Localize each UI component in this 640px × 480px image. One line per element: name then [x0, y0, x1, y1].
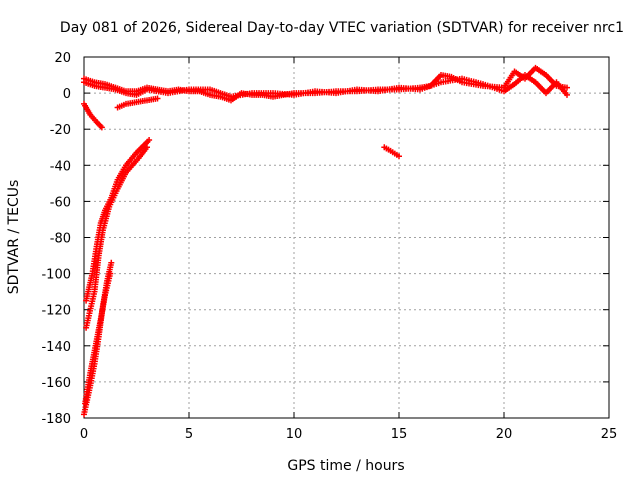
x-tick-label: 25: [601, 427, 618, 442]
data-point: [108, 259, 115, 266]
data-point: [396, 153, 402, 160]
y-tick-label: -40: [50, 159, 71, 174]
y-tick-label: -20: [50, 123, 71, 138]
data-point: [564, 91, 570, 98]
data-point: [98, 124, 105, 131]
x-tick-label: 5: [185, 427, 193, 442]
data-point: [146, 137, 153, 144]
y-tick-label: 20: [54, 51, 71, 66]
data-point: [107, 270, 114, 277]
y-tick-label: -160: [41, 376, 71, 391]
y-tick-label: -120: [41, 304, 71, 319]
y-tick-label: -60: [50, 195, 71, 210]
data-point: [154, 95, 161, 102]
x-tick-label: 20: [496, 427, 513, 442]
y-tick-label: -180: [41, 412, 71, 427]
axis-ticks: 0 5 10 15 20 25 -180 -160 -140 -120 -100 -80 -60 -40 -…: [41, 51, 617, 442]
y-tick-label: -140: [41, 340, 71, 355]
y-tick-label: 0: [63, 87, 71, 102]
y-axis-label: SDTVAR / TECUs: [6, 180, 22, 295]
y-tick-label: -80: [50, 232, 71, 247]
x-axis-label: GPS time / hours: [287, 458, 404, 474]
x-tick-label: 10: [286, 427, 303, 442]
data-point: [564, 84, 570, 91]
grid-lines: [84, 57, 609, 418]
y-tick-label: -100: [41, 268, 71, 283]
chart-title: Day 081 of 2026, Sidereal Day-to-day VTE…: [60, 20, 624, 36]
x-tick-label: 0: [80, 427, 88, 442]
x-tick-label: 15: [391, 427, 408, 442]
data-point: [144, 144, 150, 151]
data-points: [81, 64, 570, 418]
